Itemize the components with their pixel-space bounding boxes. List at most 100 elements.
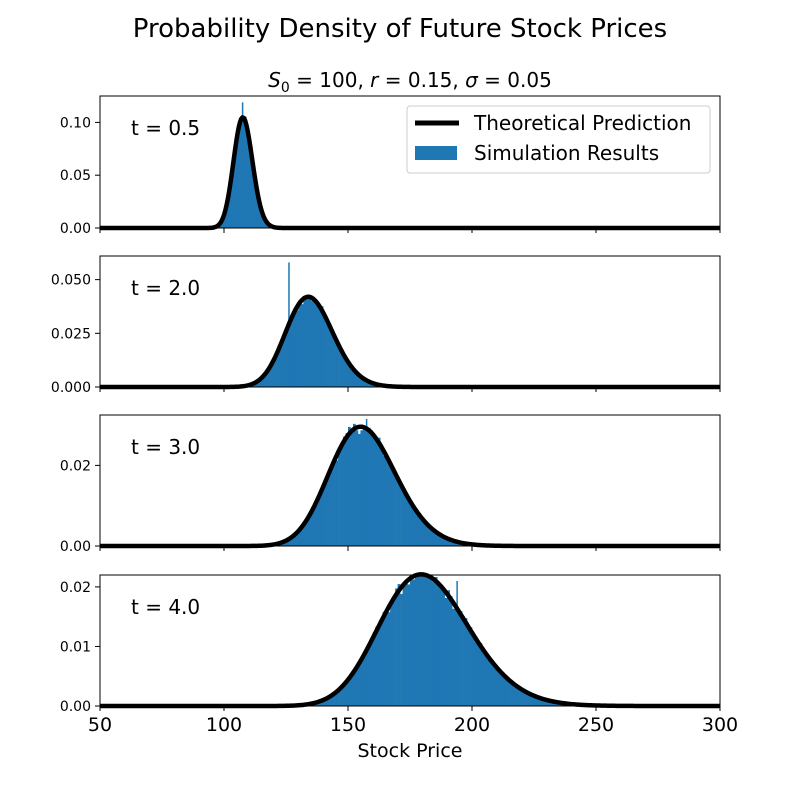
histogram-bar [318,701,322,706]
histogram-bar [330,695,334,706]
histogram-bar [392,599,396,706]
histogram-bar [543,699,547,706]
histogram-bar [407,499,411,546]
histogram-bar [303,295,307,387]
y-tick-label: 0.10 [60,115,91,131]
histogram-bar [534,695,537,706]
axes-frame [99,95,721,229]
histogram-bar [365,380,369,387]
histogram-bar [313,301,317,387]
histogram-bar [253,179,257,228]
histogram-bar [325,323,329,387]
histogram-bar [410,504,413,546]
histogram-bar [308,294,312,387]
histogram-bar [251,163,255,228]
histogram-bar [496,668,500,706]
histogram-bar [348,426,351,546]
histogram-bar [271,362,274,387]
histogram-bar [228,186,232,228]
histogram-bar [367,644,371,706]
histogram-bar [462,616,465,706]
subtitle-sigma: σ [465,68,479,92]
histogram-bar [338,688,341,706]
histogram-bar [380,621,384,706]
histogram-bar [447,539,450,546]
y-tick-label: 0.00 [60,699,91,715]
histogram-bar [449,540,453,546]
histogram-bar [348,678,351,706]
histogram-bar [236,129,240,228]
histogram-bar [261,212,264,228]
histogram-bar [546,700,550,706]
chart-title: Probability Density of Future Stock Pric… [133,14,667,44]
x-tick-label: 200 [454,714,490,736]
histogram-bar [315,500,319,546]
time-label: t = 0.5 [131,116,200,140]
histogram-bar [519,688,522,706]
histogram-bar [382,455,386,546]
histogram-bar [293,309,297,387]
histogram-bar [283,332,287,387]
histogram-bar [499,672,503,706]
histogram-bar [444,597,448,706]
histogram-bar [310,512,314,546]
histogram-bar [295,310,299,387]
y-tick-label: 0.00 [60,221,91,237]
histogram-bar [387,463,391,546]
x-tick-label: 250 [578,714,614,736]
histogram-bar [273,356,277,387]
panel-1: 0.00 0.05 0.10 t = 0.5 [60,95,722,237]
histogram-bars [214,102,277,228]
histogram-bar [536,697,540,706]
histogram-bar [400,593,403,706]
histogram-bar [509,682,512,706]
histogram-bar [414,575,418,706]
histogram-bar [390,464,393,546]
histogram-bar [348,362,351,387]
histogram-bar [325,480,329,546]
histogram-bar [266,370,269,387]
histogram-bar [417,575,421,706]
x-tick-label: 100 [206,714,242,736]
histogram-bar [479,643,483,706]
histogram-bar [454,604,458,706]
histogram-bar [476,644,480,706]
histogram-bar [318,307,322,387]
histogram-bar [464,618,468,706]
histogram-bar [529,694,532,706]
histogram-bar [432,582,436,706]
histogram-bar [330,467,334,546]
histogram-bar [305,297,309,387]
histogram-bar [514,686,517,706]
histogram-bar [459,611,463,706]
histogram-bar [256,191,260,228]
histogram-bar [258,379,262,387]
axes-frame [99,255,721,388]
histogram-bars [295,575,597,706]
histogram-bar [320,306,324,387]
histogram-bar [352,370,356,387]
histogram-bar [452,608,455,706]
histogram-bar [323,699,326,706]
histogram-bar [481,647,485,706]
histogram-bar [417,513,421,546]
histogram-bar [447,590,450,706]
histogram-bar [382,611,386,706]
histogram-bar [452,540,455,546]
histogram-bar [333,461,336,546]
histogram-bar [432,530,436,546]
histogram-bar [397,479,401,546]
panel-2: 0.000 0.025 0.050 t = 2.0 [51,255,722,396]
histogram-bar [442,588,446,706]
histogram-bar [286,329,289,387]
histogram-bar [352,423,356,546]
histogram-bar [338,347,341,387]
histogram-bar [469,627,473,706]
histogram-bar [263,374,267,387]
histogram-bar [412,579,416,706]
x-tick-label: 150 [330,714,366,736]
time-label: t = 3.0 [131,435,200,459]
histogram-bar [355,430,359,546]
histogram-bar [372,435,376,546]
histogram-bar [288,321,292,387]
